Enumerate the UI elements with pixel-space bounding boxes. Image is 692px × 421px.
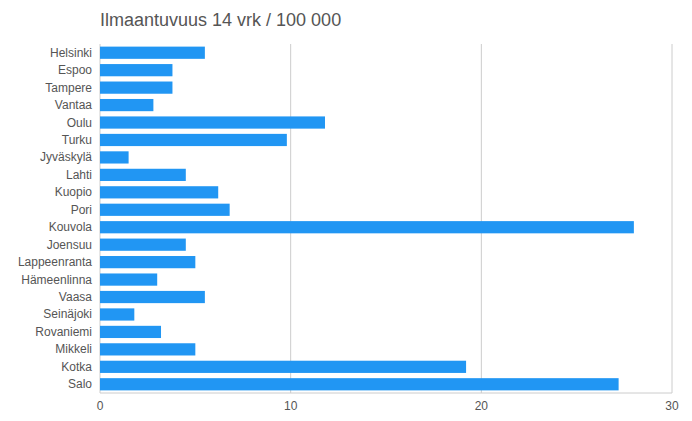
chart-container: Ilmaantuvuus 14 vrk / 100 000 0 10 20 30 Hels… <box>0 0 692 421</box>
chart-svg: Ilmaantuvuus 14 vrk / 100 000 0 10 20 30 Hels… <box>0 0 692 421</box>
bar <box>100 291 205 303</box>
page: {"chart_data": {"type": "bar", "orientat… <box>0 0 692 421</box>
grid-line <box>672 44 673 393</box>
category-label: Pori <box>71 203 92 217</box>
category-label: Seinäjoki <box>43 307 92 321</box>
bar <box>100 326 161 338</box>
bar <box>100 273 157 285</box>
category-label: Kotka <box>61 360 92 374</box>
category-label: Vantaa <box>55 98 92 112</box>
tick-label: 0 <box>97 399 104 413</box>
title: Ilmaantuvuus 14 vrk / 100 000 <box>100 10 341 30</box>
tick-label: 20 <box>475 399 489 413</box>
category-label: Tampere <box>45 81 92 95</box>
bars <box>100 47 634 391</box>
grid-line <box>100 44 101 393</box>
category-label: Lahti <box>66 168 92 182</box>
bar <box>100 99 153 111</box>
bar <box>100 134 287 146</box>
category-label: Hämeenlinna <box>21 273 92 287</box>
background <box>0 0 692 421</box>
bar <box>100 151 129 163</box>
category-label: Kuopio <box>55 185 93 199</box>
category-label: Vaasa <box>59 290 92 304</box>
bar <box>100 204 230 216</box>
bar <box>100 256 195 268</box>
bar <box>100 47 205 59</box>
bar <box>100 64 172 76</box>
bar <box>100 361 466 373</box>
bar <box>100 239 186 251</box>
bar <box>100 221 634 233</box>
category-label: Turku <box>62 133 92 147</box>
tick-label: 10 <box>284 399 298 413</box>
bar <box>100 308 134 320</box>
category-label: Joensuu <box>47 238 92 252</box>
category-label: Rovaniemi <box>35 325 92 339</box>
bar <box>100 169 186 181</box>
category-label: Oulu <box>67 116 92 130</box>
category-label: Jyväskylä <box>40 150 92 164</box>
category-label: Espoo <box>58 63 92 77</box>
bar <box>100 343 195 355</box>
tick-label: 30 <box>665 399 679 413</box>
bar <box>100 116 325 128</box>
category-label: Kouvola <box>49 220 93 234</box>
bar <box>100 186 218 198</box>
category-label: Salo <box>68 377 92 391</box>
category-label: Helsinki <box>50 46 92 60</box>
category-label: Lappeenranta <box>18 255 92 269</box>
category-label: Mikkeli <box>55 342 92 356</box>
grid-line <box>481 44 482 393</box>
x-axis-line <box>100 393 672 394</box>
bar <box>100 82 172 94</box>
bar <box>100 378 619 390</box>
grid <box>100 44 672 393</box>
grid-line <box>290 44 291 393</box>
